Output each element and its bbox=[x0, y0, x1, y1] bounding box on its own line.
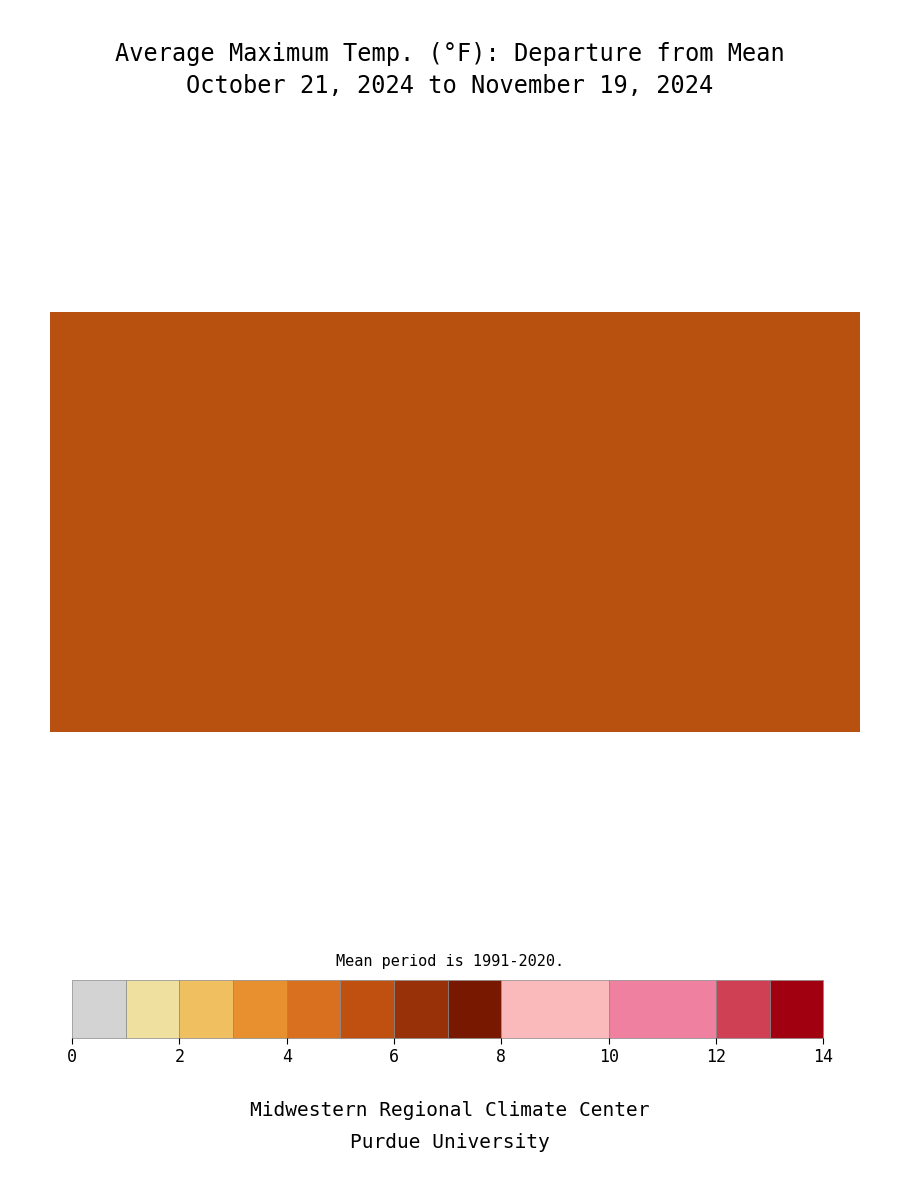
Text: October 21, 2024 to November 19, 2024: October 21, 2024 to November 19, 2024 bbox=[186, 74, 714, 98]
Bar bbox=[340, 980, 394, 1038]
Bar bbox=[608, 980, 716, 1038]
Text: Midwestern Regional Climate Center: Midwestern Regional Climate Center bbox=[250, 1100, 650, 1120]
Text: Purdue University: Purdue University bbox=[350, 1133, 550, 1152]
Bar bbox=[716, 980, 770, 1038]
Bar bbox=[447, 980, 501, 1038]
Bar bbox=[770, 980, 824, 1038]
Bar bbox=[72, 980, 126, 1038]
Bar bbox=[179, 980, 233, 1038]
Bar bbox=[126, 980, 179, 1038]
Text: Mean period is 1991-2020.: Mean period is 1991-2020. bbox=[336, 954, 564, 970]
Bar bbox=[394, 980, 447, 1038]
Text: Average Maximum Temp. (°F): Departure from Mean: Average Maximum Temp. (°F): Departure fr… bbox=[115, 42, 785, 66]
Bar bbox=[287, 980, 340, 1038]
Bar bbox=[233, 980, 287, 1038]
Bar bbox=[501, 980, 608, 1038]
